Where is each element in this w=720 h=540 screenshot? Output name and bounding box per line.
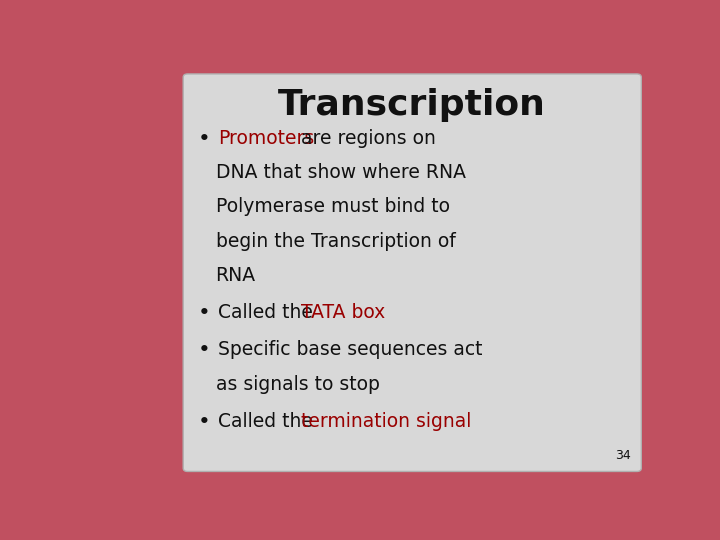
Text: 34: 34 <box>616 449 631 462</box>
FancyBboxPatch shape <box>183 74 642 471</box>
Text: termination signal: termination signal <box>301 412 472 431</box>
Text: •: • <box>198 129 211 149</box>
Text: begin the Transcription of: begin the Transcription of <box>215 232 455 251</box>
Text: Specific base sequences act: Specific base sequences act <box>218 341 483 360</box>
Text: TATA box: TATA box <box>301 303 385 322</box>
Text: Transcription: Transcription <box>279 87 546 122</box>
Text: as signals to stop: as signals to stop <box>215 375 379 394</box>
Text: •: • <box>198 412 211 432</box>
Text: Called the: Called the <box>218 303 313 322</box>
Text: are regions on: are regions on <box>301 129 436 149</box>
Text: Called the: Called the <box>218 412 313 431</box>
Text: DNA that show where RNA: DNA that show where RNA <box>215 163 466 183</box>
Text: Polymerase must bind to: Polymerase must bind to <box>215 198 449 217</box>
Text: Promoters: Promoters <box>218 129 315 149</box>
Text: •: • <box>198 303 211 323</box>
Text: RNA: RNA <box>215 266 256 285</box>
Text: •: • <box>198 341 211 361</box>
